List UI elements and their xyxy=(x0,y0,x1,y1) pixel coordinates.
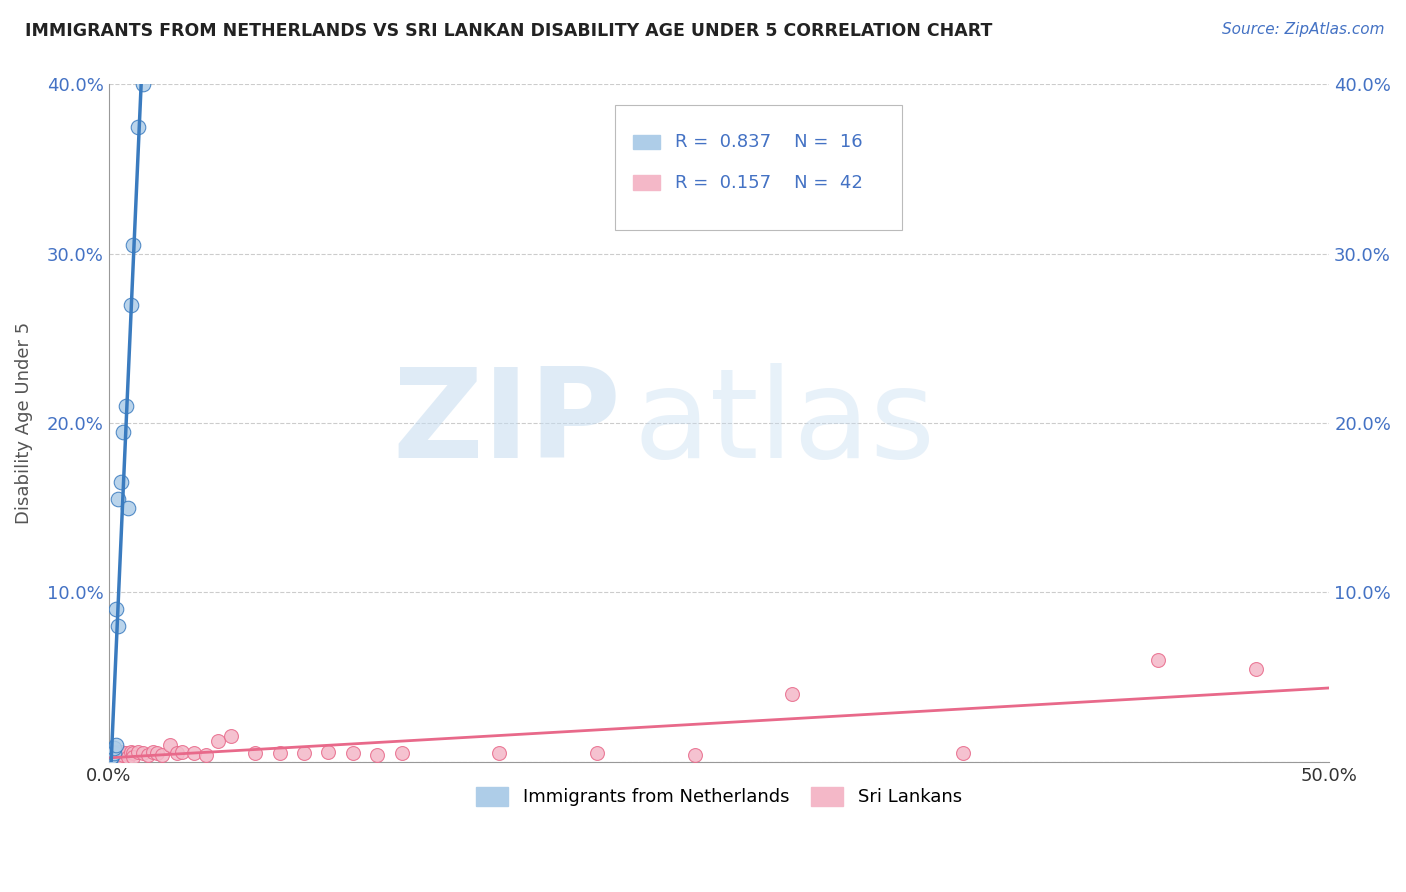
Point xyxy=(120,745,142,759)
Point xyxy=(292,747,315,761)
Point xyxy=(107,619,129,633)
Point xyxy=(132,78,155,92)
Point xyxy=(112,425,135,439)
Point xyxy=(120,297,142,311)
FancyBboxPatch shape xyxy=(634,135,661,150)
Point xyxy=(269,747,291,761)
Point xyxy=(107,492,129,507)
Point xyxy=(100,749,122,764)
Point xyxy=(952,747,974,761)
Text: Source: ZipAtlas.com: Source: ZipAtlas.com xyxy=(1222,22,1385,37)
Point xyxy=(207,734,229,748)
Point xyxy=(110,475,132,490)
Point xyxy=(122,749,145,764)
Text: atlas: atlas xyxy=(634,363,935,483)
Point xyxy=(100,749,122,764)
FancyBboxPatch shape xyxy=(616,104,903,230)
Point xyxy=(104,738,127,752)
Point xyxy=(683,747,706,762)
Point xyxy=(122,747,145,761)
Point xyxy=(170,745,193,759)
Point xyxy=(159,738,181,752)
Point xyxy=(366,747,388,762)
Point xyxy=(183,747,205,761)
Point xyxy=(114,747,136,761)
Point xyxy=(342,747,364,761)
Point xyxy=(780,687,803,701)
FancyBboxPatch shape xyxy=(634,175,661,190)
Point xyxy=(150,747,173,762)
Point xyxy=(110,745,132,759)
Point xyxy=(117,500,139,515)
Point xyxy=(114,399,136,413)
Point xyxy=(104,745,127,759)
Point xyxy=(1147,653,1170,667)
Legend: Immigrants from Netherlands, Sri Lankans: Immigrants from Netherlands, Sri Lankans xyxy=(468,780,969,814)
Y-axis label: Disability Age Under 5: Disability Age Under 5 xyxy=(15,322,32,524)
Point xyxy=(122,238,145,252)
Text: R =  0.157    N =  42: R = 0.157 N = 42 xyxy=(675,174,863,192)
Point xyxy=(100,751,122,765)
Point xyxy=(318,745,340,759)
Point xyxy=(100,747,122,761)
Point xyxy=(104,602,127,616)
Point xyxy=(104,749,127,764)
Point xyxy=(195,747,218,762)
Point xyxy=(146,747,169,761)
Point xyxy=(586,747,609,761)
Point xyxy=(103,747,125,761)
Point xyxy=(243,747,266,761)
Point xyxy=(107,747,129,762)
Point xyxy=(136,747,159,762)
Point xyxy=(110,749,132,764)
Point xyxy=(127,120,149,134)
Text: R =  0.837    N =  16: R = 0.837 N = 16 xyxy=(675,133,863,151)
Text: ZIP: ZIP xyxy=(392,363,621,483)
Point xyxy=(132,747,155,761)
Point xyxy=(103,741,125,756)
Point xyxy=(219,730,242,744)
Point xyxy=(117,749,139,764)
Point xyxy=(103,747,125,761)
Point xyxy=(391,747,413,761)
Point xyxy=(142,745,165,759)
Point xyxy=(127,745,149,759)
Point xyxy=(488,747,510,761)
Point xyxy=(112,747,135,762)
Text: IMMIGRANTS FROM NETHERLANDS VS SRI LANKAN DISABILITY AGE UNDER 5 CORRELATION CHA: IMMIGRANTS FROM NETHERLANDS VS SRI LANKA… xyxy=(25,22,993,40)
Point xyxy=(1244,662,1267,676)
Point xyxy=(166,747,188,761)
Point xyxy=(103,749,125,764)
